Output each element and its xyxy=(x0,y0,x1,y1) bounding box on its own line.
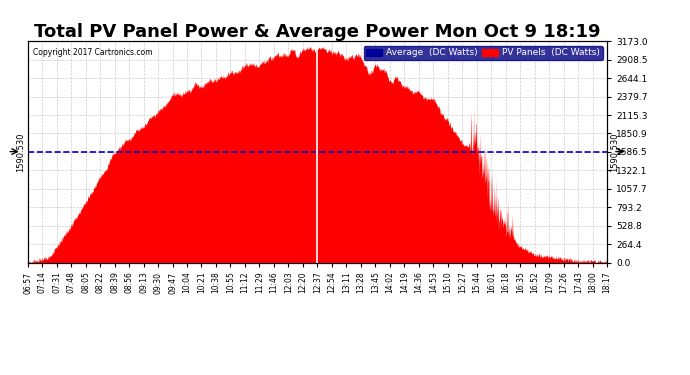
Text: 1590.530: 1590.530 xyxy=(610,132,619,172)
Title: Total PV Panel Power & Average Power Mon Oct 9 18:19: Total PV Panel Power & Average Power Mon… xyxy=(34,23,601,41)
Text: Copyright 2017 Cartronics.com: Copyright 2017 Cartronics.com xyxy=(33,48,153,57)
Text: 1590.530: 1590.530 xyxy=(16,132,25,172)
Legend: Average  (DC Watts), PV Panels  (DC Watts): Average (DC Watts), PV Panels (DC Watts) xyxy=(364,46,602,60)
